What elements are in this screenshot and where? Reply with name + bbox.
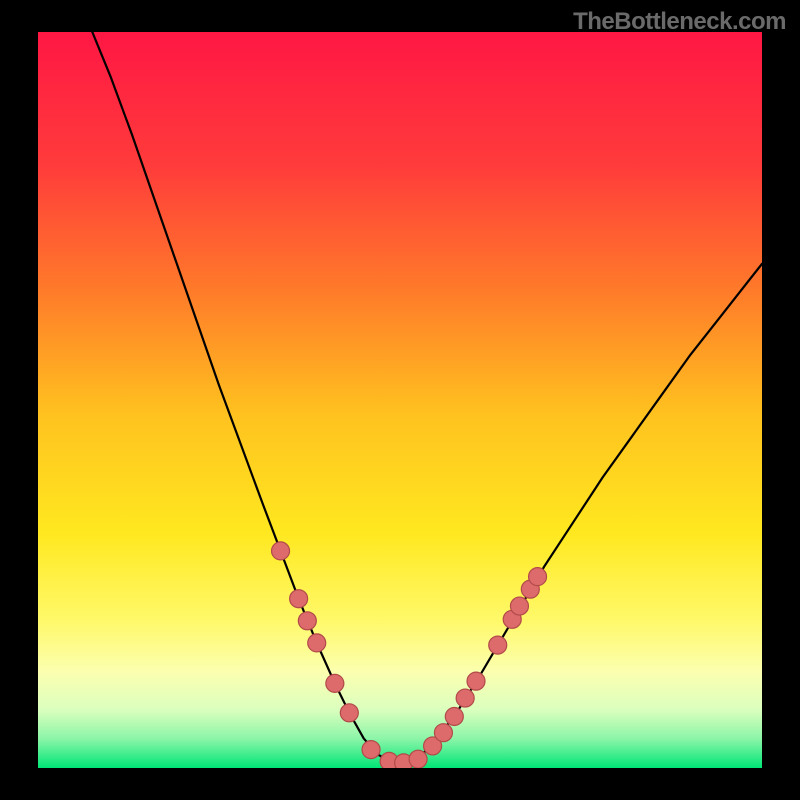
data-marker (529, 568, 547, 586)
data-marker (409, 750, 427, 768)
data-marker (434, 724, 452, 742)
data-marker (298, 612, 316, 630)
data-marker (290, 590, 308, 608)
data-marker (362, 741, 380, 759)
chart-svg (38, 32, 762, 768)
data-marker (456, 689, 474, 707)
chart-background (38, 32, 762, 768)
data-marker (272, 542, 290, 560)
data-marker (308, 634, 326, 652)
data-marker (340, 704, 358, 722)
data-marker (467, 672, 485, 690)
data-marker (510, 597, 528, 615)
data-marker (445, 707, 463, 725)
data-marker (326, 674, 344, 692)
watermark-text: TheBottleneck.com (573, 8, 786, 36)
page-frame: TheBottleneck.com (0, 0, 800, 800)
plot-area (38, 32, 762, 768)
data-marker (489, 636, 507, 654)
